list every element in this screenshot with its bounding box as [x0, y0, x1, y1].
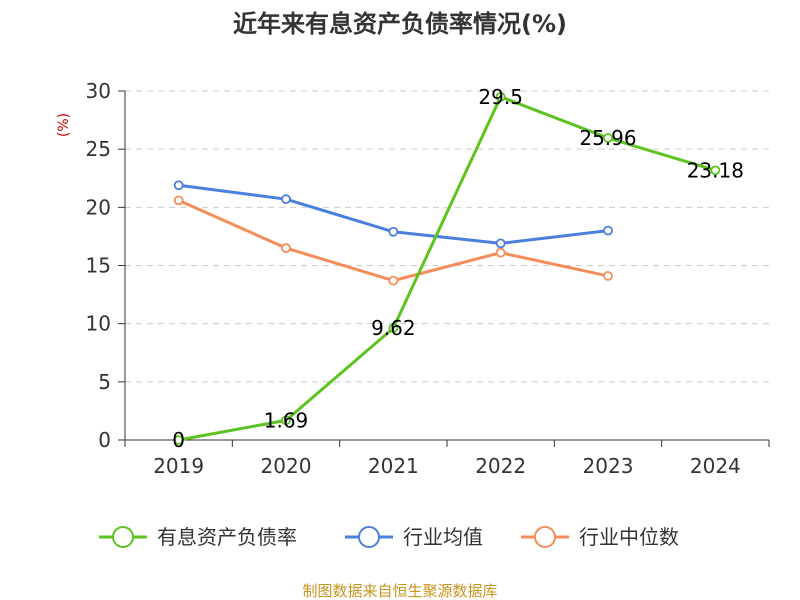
data-point	[603, 133, 613, 143]
data-point	[281, 415, 291, 426]
series-line	[177, 95, 717, 442]
data-labels: 0 1.69 9.62 29.5 25.96 23.18	[172, 85, 744, 452]
source-note: 制图数据来自恒生聚源数据库	[302, 582, 497, 600]
data-point	[495, 238, 506, 249]
y-tick-label: 25	[86, 137, 111, 161]
legend-swatch-marker	[358, 526, 380, 548]
y-tick-label: 30	[86, 79, 111, 103]
data-point	[173, 435, 184, 445]
data-point	[173, 180, 184, 191]
legend-label: 有息资产负债率	[157, 525, 297, 549]
legend-label: 行业均值	[403, 525, 483, 549]
y-tick-label: 0	[98, 428, 111, 452]
legend-label: 行业中位数	[579, 525, 679, 549]
data-point	[603, 271, 613, 281]
x-tick-label: 2020	[261, 454, 312, 478]
legend-swatch-marker	[534, 526, 556, 548]
y-tick-label: 15	[86, 254, 111, 278]
legend: 有息资产负债率 行业均值 行业中位数	[99, 525, 679, 549]
x-tick-label: 2024	[690, 454, 741, 478]
data-point	[495, 247, 506, 258]
data-point	[388, 323, 399, 333]
legend-swatch-marker	[112, 526, 134, 548]
data-label: 1.69	[264, 408, 309, 432]
y-tick-label: 5	[98, 370, 111, 394]
data-point	[603, 225, 613, 236]
axes: 0 5 10 15 20 25 30 2019 2020 2021 2022 2023 2024	[86, 79, 770, 478]
series-line	[177, 198, 610, 283]
data-point	[495, 91, 506, 102]
data-point	[388, 226, 399, 237]
data-label: 29.5	[478, 85, 523, 109]
x-tick-label: 2021	[368, 454, 419, 478]
data-point	[281, 243, 291, 253]
data-label: 23.18	[687, 158, 744, 182]
data-point	[388, 275, 399, 286]
data-label: 0	[172, 428, 185, 452]
y-tick-label: 20	[86, 195, 111, 219]
data-point	[710, 165, 721, 176]
y-axis-unit-label: (%)	[56, 113, 72, 137]
data-label: 9.62	[371, 316, 416, 340]
series-lines	[173, 91, 721, 445]
data-label: 25.96	[579, 126, 636, 150]
data-point	[173, 195, 184, 206]
data-point	[281, 194, 291, 205]
chart-title: 近年来有息资产负债率情况(%)	[233, 10, 567, 38]
x-tick-label: 2022	[475, 454, 526, 478]
y-tick-label: 10	[86, 312, 111, 336]
x-tick-label: 2023	[583, 454, 634, 478]
x-tick-label: 2019	[153, 454, 204, 478]
